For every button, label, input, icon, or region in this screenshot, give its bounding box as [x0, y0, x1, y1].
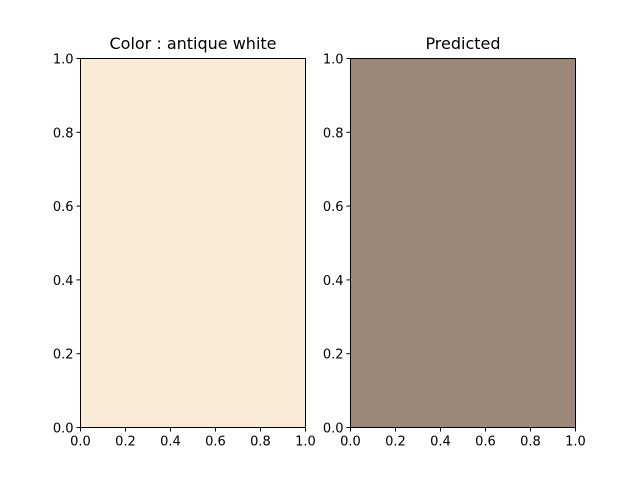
predicted-color-x-tick-label: 0.2 [385, 435, 406, 450]
actual-color-x-tick-label: 0.4 [160, 435, 181, 450]
actual-color-ticks: 0.0 0.2 0.4 0.6 0.8 1.0 0.0 0.2 0.4 0.6 0.8 1.0 [53, 53, 316, 450]
actual-color-y-tick-label: 0.4 [53, 274, 74, 289]
actual-color-swatch [80, 58, 306, 428]
actual-color-y-tick-label: 1.0 [53, 53, 74, 68]
actual-color-x-tick-label: 0.0 [70, 435, 91, 450]
predicted-color-x-tick-label: 0.4 [430, 435, 451, 450]
predicted-color-y-tick-label: 0.2 [323, 348, 344, 363]
predicted-color-y-tick-label: 0.6 [323, 200, 344, 215]
predicted-color-axes-frame [350, 58, 576, 428]
actual-color-y-tick-label: 0.8 [53, 126, 74, 141]
predicted-color-x-tick-label: 0.0 [340, 435, 361, 450]
predicted-color-x-tick-label: 0.8 [520, 435, 541, 450]
predicted-color-ticks: 0.0 0.2 0.4 0.6 0.8 1.0 0.0 0.2 0.4 0.6 0.8 1.0 [323, 53, 586, 450]
predicted-color-x-tick-label: 1.0 [565, 435, 586, 450]
actual-color-y-tick-label: 0.0 [53, 422, 74, 437]
predicted-color-swatch [350, 58, 576, 428]
actual-color-panel: Color : antique white 0.0 0.2 0.4 0.6 0.8 1.0… [53, 34, 316, 450]
actual-color-title: Color : antique white [109, 34, 276, 53]
actual-color-x-tick-label: 0.8 [250, 435, 271, 450]
predicted-color-panel: Predicted 0.0 0.2 0.4 0.6 0.8 1.0 0.0 0.2 0.4 0.6… [323, 34, 586, 450]
actual-color-axes-frame [80, 58, 306, 428]
predicted-color-x-tick-label: 0.6 [475, 435, 496, 450]
predicted-color-y-tick-label: 0.4 [323, 274, 344, 289]
predicted-color-title: Predicted [425, 34, 500, 53]
actual-color-x-tick-label: 0.2 [115, 435, 136, 450]
actual-color-x-tick-label: 0.6 [205, 435, 226, 450]
predicted-color-y-tick-label: 1.0 [323, 53, 344, 68]
actual-color-y-tick-label: 0.2 [53, 348, 74, 363]
actual-color-y-tick-label: 0.6 [53, 200, 74, 215]
predicted-color-y-tick-label: 0.0 [323, 422, 344, 437]
predicted-color-y-tick-label: 0.8 [323, 126, 344, 141]
actual-color-x-tick-label: 1.0 [295, 435, 316, 450]
